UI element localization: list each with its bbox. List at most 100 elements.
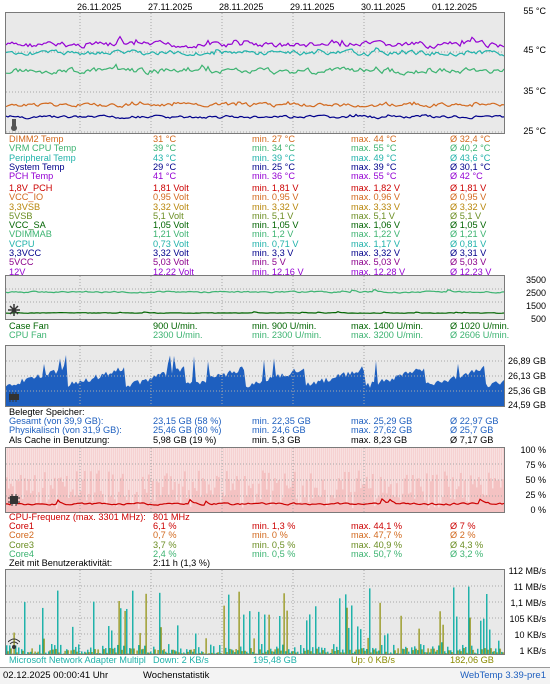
net-up-bar [398, 648, 399, 654]
net-up-bar [254, 638, 255, 654]
net-up-bar [53, 650, 54, 654]
net-down-bar [120, 608, 122, 654]
net-up-bar [353, 653, 354, 654]
cpu-idle-bar [406, 448, 408, 475]
cpu-idle-bar [48, 448, 50, 499]
net-down-bar [432, 646, 434, 654]
net-up-bar [173, 650, 174, 654]
net-up-bar [407, 648, 408, 654]
cpu-idle-bar [218, 448, 220, 477]
cpu-idle-bar [124, 448, 126, 496]
cpu-idle-bar [266, 448, 268, 490]
fan-axis-label: 3500 [526, 275, 546, 285]
net-down-bar [237, 650, 239, 654]
net-down-bar [63, 653, 65, 654]
net-up-bar [476, 653, 477, 654]
temperature-chart [5, 12, 505, 134]
cpu-axis-label: 100 % [520, 445, 546, 455]
cpu-axis-label: 50 % [525, 475, 546, 485]
cpu-idle-bar [178, 448, 180, 484]
cpu-idle-bar [236, 448, 238, 476]
net-up-bar [230, 649, 231, 654]
cpu-idle-bar [140, 448, 142, 503]
net-up-bar [269, 615, 270, 654]
net-down-bar [240, 647, 242, 654]
cpu-idle-bar [238, 448, 240, 480]
net-up-bar [434, 649, 435, 654]
cpu-idle-bar [20, 448, 22, 475]
net-up-bar [92, 652, 93, 654]
cpu-idle-bar [304, 448, 306, 497]
net-down-bar [246, 652, 248, 654]
cpu-idle-bar [176, 448, 178, 500]
cpu-idle-bar [408, 448, 410, 494]
net-up-bar [416, 649, 417, 654]
cpu-idle-bar [246, 448, 248, 495]
net-up-bar [125, 611, 126, 654]
cpu-idle-bar [92, 448, 94, 501]
cpu-idle-bar [282, 448, 284, 497]
cpu-idle-bar [264, 448, 266, 473]
net-down-bar [42, 608, 44, 654]
cpu-idle-bar [336, 448, 338, 490]
cpu-idle-bar [220, 448, 222, 503]
status-mode: Wochenstatistik [143, 668, 209, 684]
net-down-bar [339, 598, 341, 654]
fan-series-line [6, 312, 504, 314]
version-link[interactable]: WebTemp 3.39-pre1 [460, 668, 546, 684]
cpu-idle-bar [10, 448, 12, 484]
temp-row-cur: 41 °C [153, 172, 176, 181]
cpu-idle-bar [330, 448, 332, 495]
cpu-idle-bar [466, 448, 468, 501]
net-up-bar [29, 652, 30, 654]
net-down-bar [210, 645, 212, 654]
net-up-bar [452, 652, 453, 654]
cpu-idle-bar [168, 448, 170, 495]
net-up-bar [308, 650, 309, 654]
cpu-idle-bar [276, 448, 278, 483]
temp-row-min: min. 36 °C [252, 172, 295, 181]
net-up-bar [338, 650, 339, 654]
net-up-bar [335, 651, 336, 654]
mem-axis-label: 26,89 GB [508, 356, 546, 366]
cpu-idle-bar [6, 448, 8, 477]
net-down-bar [234, 652, 236, 654]
net-down-bar [180, 649, 182, 654]
net-up-bar [98, 649, 99, 654]
mem-axis-label: 26,13 GB [508, 371, 546, 381]
fan-row-avg: Ø 2606 U/min. [450, 331, 509, 340]
cpu-idle-bar [30, 448, 32, 493]
fan-axis-label: 2500 [526, 288, 546, 298]
net-down-bar [360, 629, 362, 654]
cpu-idle-bar [436, 448, 438, 475]
fan-axis-label: 1500 [526, 301, 546, 311]
net-up-bar [440, 611, 441, 654]
cpu-idle-bar [148, 448, 150, 475]
net-down-bar [390, 652, 392, 654]
date-label: 28.11.2025 [219, 2, 263, 12]
net-down-bar [372, 648, 374, 654]
net-down-bar [105, 648, 107, 654]
cpu-idle-bar [120, 448, 122, 478]
cpu-idle-bar [22, 448, 24, 499]
net-down-bar [330, 653, 332, 654]
net-down-bar [165, 652, 167, 654]
cpu-idle-bar [318, 448, 320, 496]
net-down-bar [93, 602, 95, 654]
net-up-bar [341, 652, 342, 654]
net-up-bar [287, 611, 288, 654]
date-label: 27.11.2025 [148, 2, 192, 12]
mem-row-cur: 5,98 GB (19 %) [153, 436, 216, 445]
cpu-idle-bar [272, 448, 274, 491]
net-up-bar [473, 650, 474, 654]
net-up-bar [368, 638, 369, 654]
net-down-bar [123, 646, 125, 654]
net-down-bar [258, 612, 260, 654]
net-down-bar [249, 611, 251, 654]
net-down-bar [333, 644, 335, 654]
net-up-bar [263, 653, 264, 654]
cpu-row-avg: Ø 3,2 % [450, 550, 483, 559]
cpu-axis-label: 75 % [525, 460, 546, 470]
net-up-bar [365, 651, 366, 654]
net-axis-label: 1,1 MB/s [510, 598, 546, 608]
